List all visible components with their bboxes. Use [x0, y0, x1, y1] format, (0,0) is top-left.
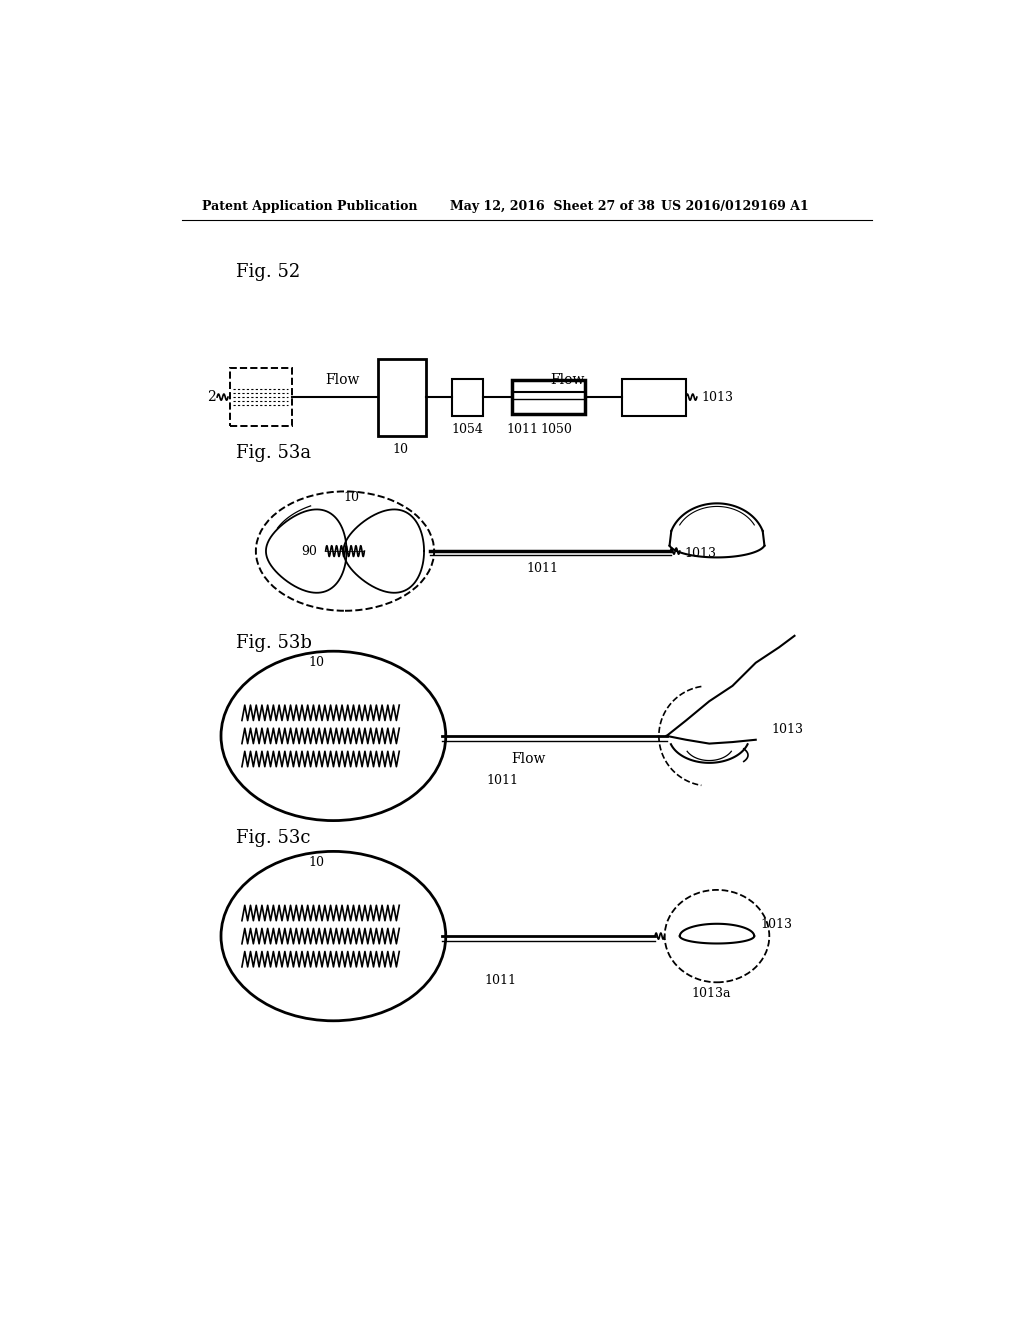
Text: Flow: Flow — [550, 374, 585, 387]
Bar — [623, 379, 686, 416]
Text: 1013: 1013 — [701, 391, 733, 404]
Text: US 2016/0129169 A1: US 2016/0129169 A1 — [662, 199, 809, 213]
Text: Fig. 53c: Fig. 53c — [237, 829, 311, 846]
Text: 10: 10 — [393, 444, 409, 455]
Text: 1011: 1011 — [486, 774, 518, 787]
Text: 1011: 1011 — [507, 422, 539, 436]
Text: May 12, 2016  Sheet 27 of 38: May 12, 2016 Sheet 27 of 38 — [450, 199, 654, 213]
Text: 2: 2 — [207, 391, 216, 404]
Text: 1013: 1013 — [761, 917, 793, 931]
Text: 1013: 1013 — [684, 546, 717, 560]
Text: 1013: 1013 — [771, 723, 803, 737]
Bar — [229, 368, 292, 426]
Text: 10: 10 — [308, 656, 325, 669]
Text: Fig. 52: Fig. 52 — [237, 264, 301, 281]
Text: 1050: 1050 — [541, 422, 572, 436]
Text: 1011: 1011 — [484, 974, 516, 987]
Text: Fig. 53a: Fig. 53a — [237, 444, 311, 462]
Text: 90: 90 — [301, 545, 317, 557]
Text: Flow: Flow — [512, 752, 546, 766]
Text: 1054: 1054 — [452, 422, 483, 436]
Bar — [512, 380, 586, 414]
Bar — [378, 359, 426, 436]
Text: 1013a: 1013a — [691, 987, 730, 1001]
Text: Patent Application Publication: Patent Application Publication — [203, 199, 418, 213]
Text: 10: 10 — [308, 857, 325, 870]
Text: 1011: 1011 — [526, 561, 559, 574]
Text: Flow: Flow — [326, 374, 360, 387]
Text: Fig. 53b: Fig. 53b — [237, 635, 312, 652]
Bar — [452, 379, 483, 416]
Text: 10: 10 — [343, 491, 359, 504]
